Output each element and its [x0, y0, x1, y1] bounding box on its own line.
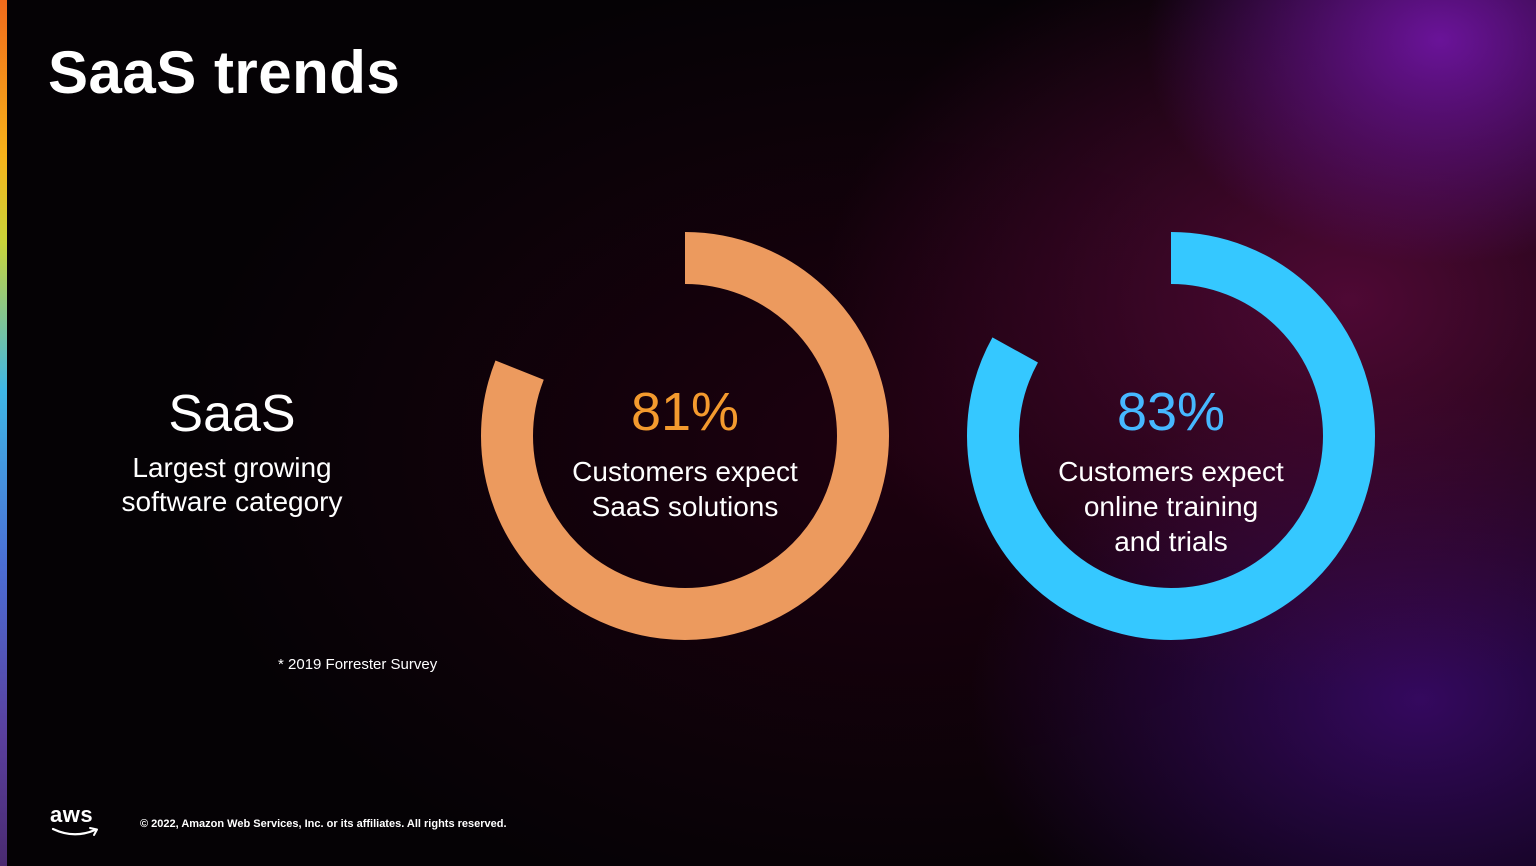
stat-caption-1-line-2: SaaS solutions	[591, 491, 779, 522]
slide-title: SaaS trends	[48, 39, 401, 106]
stat-caption-2-line-3: and trials	[1114, 526, 1228, 557]
donut-1-label: 81% Customers expect SaaS solutions	[535, 380, 835, 524]
stat-donut-online-training: 83% Customers expect online training and…	[965, 230, 1377, 642]
aws-logo: aws	[50, 804, 102, 844]
footnote: * 2019 Forrester Survey	[278, 656, 438, 673]
stat-donut-saas-solutions: 81% Customers expect SaaS solutions	[479, 230, 891, 642]
saas-subtitle: Largest growing software category	[72, 451, 392, 519]
donut-2-arc	[967, 232, 1375, 640]
saas-heading: SaaS	[168, 385, 296, 443]
stat-caption-1-line-1: Customers expect	[572, 456, 798, 487]
donut-chart-1	[481, 232, 889, 640]
stat-value-83: 83%	[1116, 382, 1226, 442]
saas-summary: SaaS Largest growing software category	[72, 385, 392, 519]
copyright-notice: © 2022, Amazon Web Services, Inc. or its…	[140, 818, 507, 830]
saas-subtitle-line-2: software category	[121, 485, 343, 517]
aws-logo-text: aws	[50, 802, 94, 827]
donut-2-label: 83% Customers expect online training and…	[1021, 380, 1321, 559]
donut-1-arc	[481, 232, 889, 640]
aws-smile-icon	[51, 827, 98, 836]
stat-caption-2-line-2: online training	[1083, 491, 1259, 522]
donut-chart-2	[967, 232, 1375, 640]
stat-caption-2-line-1: Customers expect	[1058, 456, 1284, 487]
stat-value-81: 81%	[630, 382, 740, 442]
saas-subtitle-line-1: Largest growing	[132, 451, 332, 483]
stat-caption-2: Customers expect online training and tri…	[1021, 454, 1321, 559]
accent-bar	[0, 0, 7, 866]
stat-caption-1: Customers expect SaaS solutions	[535, 454, 835, 524]
